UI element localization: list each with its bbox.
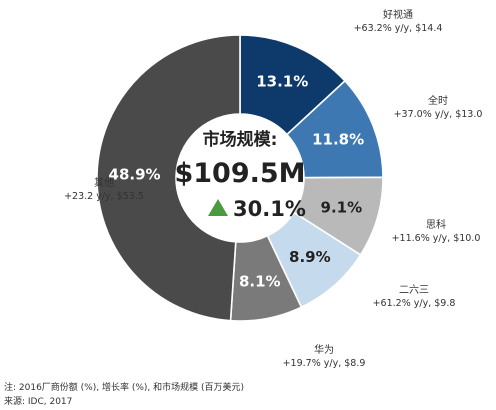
slice-name-label: 思科 [426,218,446,231]
slice-percent-label: 48.9% [109,166,161,184]
slice-name-label: 全时 [428,94,448,107]
slice-percent-label: 8.9% [289,248,331,266]
slice-detail-label: +11.6% y/y, $10.0 [392,233,481,244]
slice-detail-label: +63.2% y/y, $14.4 [354,23,443,34]
slice-detail-label: +23.2 y/y, $53.5 [64,191,144,202]
slice-detail-label: +37.0% y/y, $13.0 [394,109,483,120]
up-triangle-icon [208,199,228,216]
slice-percent-label: 8.1% [239,273,281,291]
donut-hole [176,114,304,242]
slice-name-label: 好视通 [383,8,413,21]
center-title: 市场规模: [203,129,278,150]
slice-name-label: 二六三 [399,284,429,296]
slice-detail-label: +61.2% y/y, $9.8 [373,298,456,309]
slice-name-label: 华为 [314,343,334,356]
slice-percent-label: 13.1% [256,72,308,90]
center-total: $109.5M [174,158,305,189]
slice-detail-label: +19.7% y/y, $8.9 [283,358,366,369]
slice-name-label: 其他 [94,176,114,189]
slice-percent-label: 11.8% [312,130,364,148]
footnote-line1: 注: 2016厂商份额 (%), 增长率 (%), 和市场规模 (百万美元) [4,383,244,393]
footnote-line2: 来源: IDC, 2017 [4,397,73,407]
center-growth: 30.1% [233,197,306,221]
slice-percent-label: 9.1% [321,198,363,216]
